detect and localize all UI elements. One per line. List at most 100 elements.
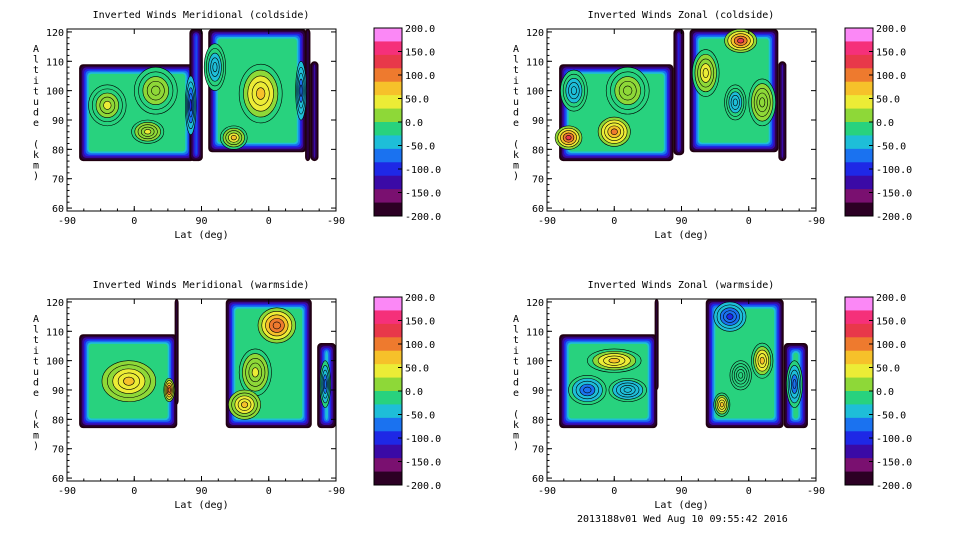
y-tick-label: 60 [532, 204, 544, 215]
colorbar-swatch [845, 135, 873, 150]
x-tick-label: 90 [675, 486, 687, 497]
contour-level [251, 367, 259, 378]
y-tick-label: 100 [526, 87, 544, 98]
colorbar: 200.0 150.0 100.0 50.0 0.0 -50.0 -100.0 -150.0 -… [844, 24, 912, 223]
colorbar-swatch [845, 377, 873, 392]
y-axis-label-char: ) [33, 441, 39, 452]
colorbar-swatch [374, 323, 402, 338]
y-axis-label-char: k [513, 150, 519, 161]
colorbar-tick-label: 100.0 [405, 71, 435, 82]
y-axis-label-char: ) [513, 441, 519, 452]
colorbar-swatch [374, 81, 402, 96]
contour-level [792, 379, 797, 390]
colorbar-swatch [374, 95, 402, 109]
colorbar-swatch [374, 350, 402, 365]
y-axis-label-char: t [33, 356, 39, 367]
y-tick-label: 90 [532, 116, 544, 127]
y-tick-label: 90 [52, 116, 64, 127]
colorbar-swatch [374, 310, 402, 325]
colorbar-swatch [845, 350, 873, 365]
colorbar-tick-label: 200.0 [876, 24, 906, 35]
x-tick-label: -90 [807, 486, 825, 497]
y-axis-label-char: m [513, 431, 519, 442]
contour-field [554, 29, 787, 162]
x-axis-label: Lat (deg) [654, 500, 708, 511]
y-axis-label-char: m [513, 161, 519, 172]
x-tick-label: 0 [266, 216, 272, 227]
y-axis-label-char: e [513, 118, 519, 129]
y-axis-label-char: d [33, 378, 39, 389]
contour-level [256, 87, 266, 100]
x-tick-label: 0 [611, 216, 617, 227]
contour-level [759, 97, 766, 108]
colorbar-tick-label: 0.0 [405, 118, 423, 129]
colorbar-swatch [845, 202, 873, 217]
y-tick-label: 60 [532, 474, 544, 485]
x-axis-label: Lat (deg) [654, 230, 708, 241]
colorbar-swatch [374, 471, 402, 486]
y-axis-label-char: ) [33, 171, 39, 182]
y-axis-label-char: e [513, 388, 519, 399]
colorbar-tick-label: -50.0 [876, 142, 906, 153]
y-axis-label-char: k [33, 420, 39, 431]
data-region-edge [176, 300, 178, 404]
colorbar-swatch [845, 189, 873, 203]
data-region-edge [678, 33, 680, 151]
y-axis-label-char: u [33, 97, 39, 108]
y-tick-label: 120 [46, 298, 64, 309]
x-tick-label: -90 [58, 216, 76, 227]
x-tick-label: -90 [538, 216, 556, 227]
contour-level [167, 387, 171, 393]
chart-title: Inverted Winds Zonal (coldside) [588, 10, 775, 21]
contour-level [230, 134, 237, 141]
colorbar-swatch [845, 148, 873, 163]
colorbar-swatch [845, 391, 873, 405]
y-axis-label-char: i [33, 346, 39, 357]
contour-level [623, 85, 633, 96]
contour-level [726, 313, 734, 320]
contour-level [103, 100, 112, 110]
colorbar-swatch [374, 297, 402, 311]
y-axis-label-char: l [33, 55, 39, 66]
contour-level [123, 376, 135, 386]
data-region-edge [313, 64, 316, 158]
y-axis-label-char: i [513, 76, 519, 87]
y-axis-label-char: A [33, 314, 39, 325]
colorbar-swatch [374, 431, 402, 446]
chart-title: Inverted Winds Zonal (warmside) [588, 280, 775, 291]
y-tick-label: 70 [532, 445, 544, 456]
y-tick-label: 110 [526, 327, 544, 338]
colorbar-swatch [374, 28, 402, 42]
y-axis-label-char: d [33, 108, 39, 119]
colorbar-tick-label: 150.0 [876, 48, 906, 59]
contour-field [559, 299, 808, 429]
colorbar-swatch [845, 444, 873, 459]
y-axis-label-char: e [33, 388, 39, 399]
y-tick-label: 70 [52, 445, 64, 456]
colorbar-tick-label: -50.0 [405, 142, 435, 153]
y-axis-label-char: ( [513, 409, 519, 420]
y-axis-label-char: A [33, 44, 39, 55]
colorbar-swatch [845, 458, 873, 472]
y-axis-label-char: e [33, 118, 39, 129]
y-tick-label: 70 [52, 175, 64, 186]
colorbar-swatch [374, 404, 402, 419]
y-axis-label-char: i [33, 76, 39, 87]
colorbar-tick-label: -150.0 [405, 458, 441, 469]
colorbar-swatch [845, 108, 873, 123]
colorbar-swatch [845, 297, 873, 311]
contour-level [737, 38, 745, 44]
contour-level [570, 86, 577, 96]
colorbar-tick-label: 50.0 [405, 364, 429, 375]
colorbar-swatch [845, 364, 873, 378]
colorbar-swatch [845, 337, 873, 352]
colorbar-swatch [374, 108, 402, 123]
y-axis-label-char: t [513, 356, 519, 367]
x-tick-label: 90 [195, 216, 207, 227]
y-axis-label-char: t [513, 86, 519, 97]
colorbar-swatch [845, 323, 873, 338]
